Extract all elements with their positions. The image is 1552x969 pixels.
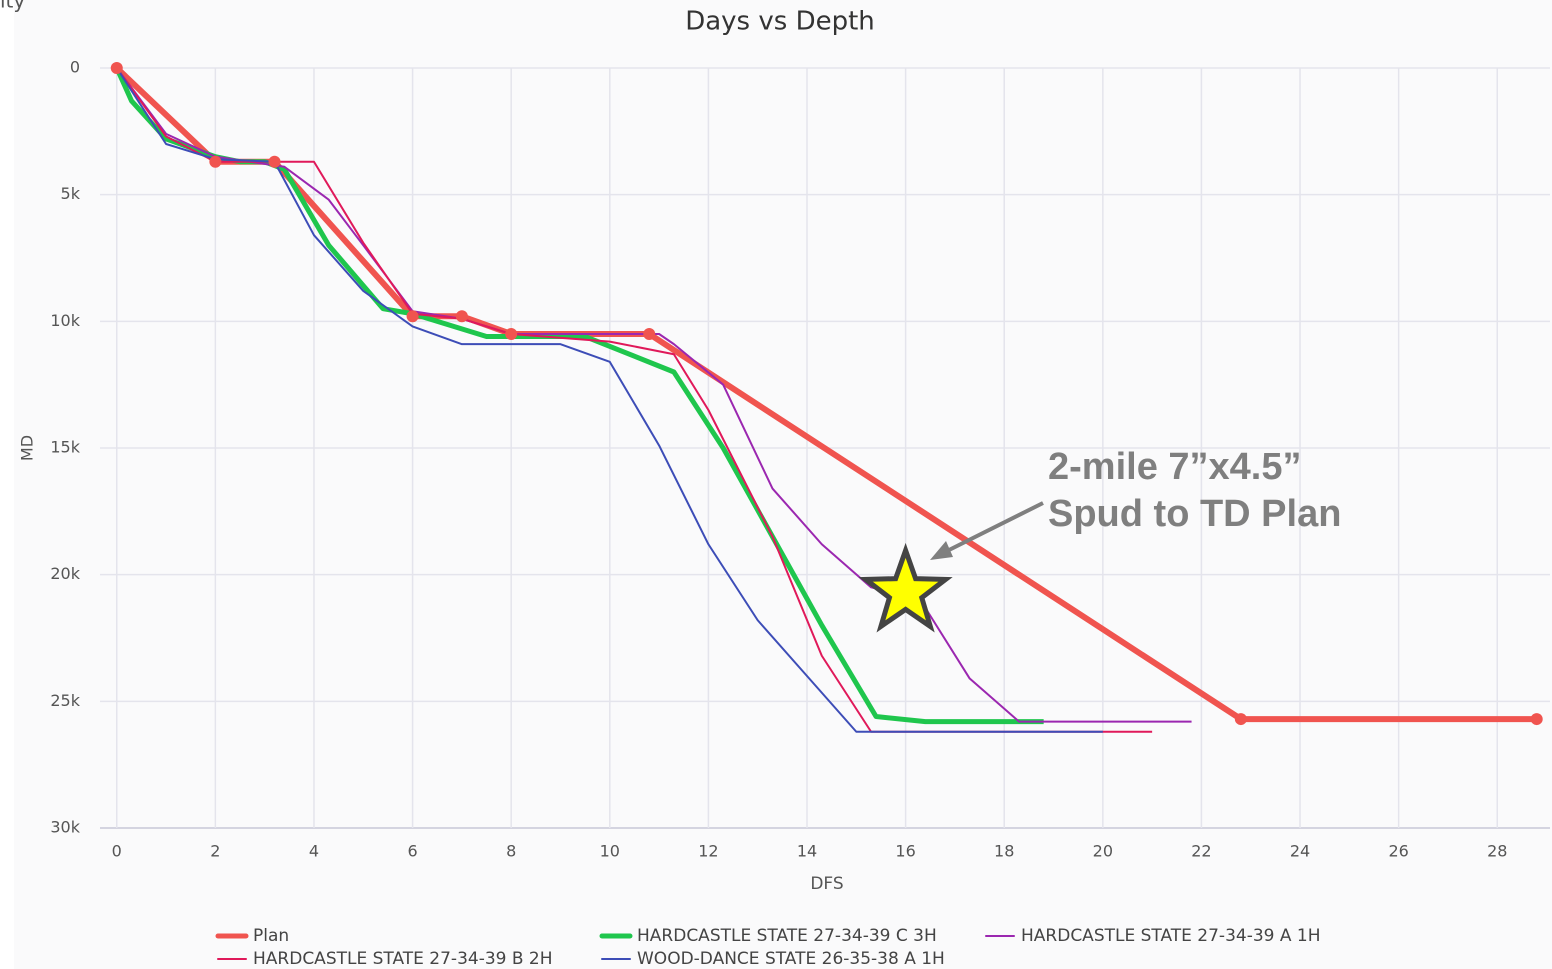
x-tick-label: 8 bbox=[506, 842, 516, 861]
point-marker bbox=[455, 310, 468, 323]
x-tick-label: 4 bbox=[309, 842, 319, 861]
y-tick-label: 30k bbox=[50, 818, 80, 837]
x-tick-label: 28 bbox=[1487, 842, 1507, 861]
x-tick-label: 18 bbox=[994, 842, 1014, 861]
annotation-text: Spud to TD Plan bbox=[1048, 493, 1341, 535]
x-tick-label: 10 bbox=[600, 842, 620, 861]
y-tick-label: 15k bbox=[50, 438, 80, 457]
y-tick-label: 10k bbox=[50, 311, 80, 330]
y-tick-label: 0 bbox=[70, 58, 80, 77]
x-tick-label: 0 bbox=[112, 842, 122, 861]
annotation-arrow bbox=[944, 501, 1044, 554]
legend-label: Plan bbox=[253, 926, 289, 946]
point-marker bbox=[406, 310, 419, 323]
series-line bbox=[115, 67, 1103, 733]
x-tick-label: 20 bbox=[1093, 842, 1113, 861]
legend-label: HARDCASTLE STATE 27-34-39 A 1H bbox=[1021, 926, 1321, 946]
y-tick-label: 20k bbox=[50, 564, 80, 583]
legend-label: HARDCASTLE STATE 27-34-39 C 3H bbox=[637, 926, 937, 946]
y-axis-label: MD bbox=[18, 435, 37, 461]
x-tick-label: 2 bbox=[210, 842, 220, 861]
x-axis-label: DFS bbox=[810, 874, 843, 894]
annotation-text: 2-mile 7”x4.5” bbox=[1048, 446, 1301, 488]
x-tick-label: 16 bbox=[895, 842, 915, 861]
legend-label: WOOD-DANCE STATE 26-35-38 A 1H bbox=[637, 949, 945, 969]
point-marker bbox=[505, 328, 518, 340]
point-marker bbox=[643, 328, 656, 340]
x-tick-label: 24 bbox=[1290, 842, 1310, 861]
y-tick-label: 5k bbox=[61, 184, 81, 203]
background bbox=[14, 0, 1552, 969]
x-tick-label: 22 bbox=[1191, 842, 1211, 861]
legend-label: HARDCASTLE STATE 27-34-39 B 2H bbox=[253, 949, 553, 969]
annotation-arrowhead bbox=[930, 541, 953, 560]
x-tick-label: 12 bbox=[698, 842, 718, 861]
x-tick-label: 26 bbox=[1388, 842, 1408, 861]
point-marker bbox=[1530, 713, 1543, 726]
annotation-star bbox=[858, 542, 953, 633]
x-tick-label: 6 bbox=[407, 842, 417, 861]
chart-title: Days vs Depth bbox=[685, 7, 875, 37]
point-marker bbox=[268, 155, 281, 168]
x-tick-label: 14 bbox=[797, 842, 817, 861]
point-marker bbox=[1234, 713, 1247, 726]
point-marker bbox=[110, 62, 123, 74]
corner-text: ity bbox=[0, 0, 25, 13]
y-tick-label: 25k bbox=[50, 691, 80, 710]
point-marker bbox=[209, 155, 222, 168]
